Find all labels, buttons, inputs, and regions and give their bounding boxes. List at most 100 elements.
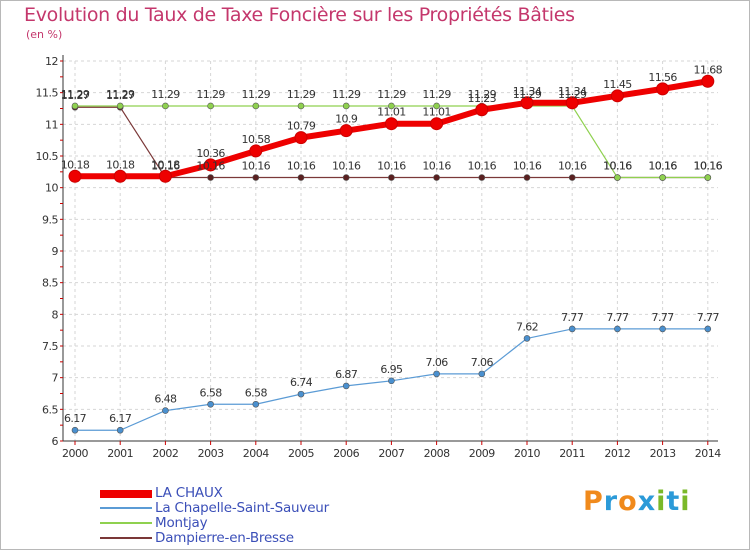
data-label: 10.9 (335, 113, 358, 126)
data-label: 7.77 (697, 311, 720, 324)
proxiti-logo: Proxiti (583, 486, 691, 517)
data-label: 10.16 (558, 160, 587, 173)
data-label: 10.18 (61, 158, 90, 171)
data-point (71, 102, 79, 110)
data-point (162, 102, 169, 110)
x-tick-label: 2002 (152, 447, 178, 460)
x-tick-label: 2013 (650, 447, 676, 460)
logo-letter: o (618, 486, 638, 517)
data-point (701, 74, 715, 88)
data-point (388, 377, 395, 385)
data-label: 10.18 (106, 158, 135, 171)
x-tick-label: 2011 (559, 447, 585, 460)
legend-swatch-dampierre (100, 537, 152, 539)
data-point (297, 390, 305, 398)
x-tick-label: 2008 (424, 447, 450, 460)
data-label: 11.29 (61, 88, 90, 101)
data-label: 11.68 (694, 63, 723, 76)
data-label: 10.16 (196, 160, 225, 173)
data-point (704, 174, 712, 181)
x-tick-label: 2004 (243, 447, 269, 460)
data-label: 7.62 (516, 320, 538, 333)
data-label: 10.16 (287, 160, 316, 173)
data-label: 11.34 (513, 85, 542, 98)
data-point (475, 103, 489, 117)
data-point (614, 174, 621, 181)
legend-label-dampierre: Dampierre-en-Bresse (155, 530, 294, 546)
data-label: 11.56 (648, 71, 677, 84)
data-label: 6.58 (245, 386, 268, 399)
data-label: 11.45 (603, 78, 632, 91)
x-tick-label: 2012 (604, 447, 630, 460)
data-point (384, 117, 398, 131)
data-label: 11.29 (332, 88, 361, 101)
data-point (158, 169, 172, 183)
x-tick-label: 2000 (62, 447, 88, 460)
data-label: 11.29 (558, 88, 587, 101)
data-point (68, 169, 82, 183)
data-label: 11.29 (242, 88, 271, 101)
data-label: 7.77 (606, 311, 629, 324)
data-label: 11.29 (422, 88, 451, 101)
x-tick-label: 2005 (288, 447, 314, 460)
data-label: 10.16 (513, 160, 542, 173)
data-point (478, 370, 486, 378)
data-label: 6.17 (64, 412, 87, 425)
data-point (523, 174, 531, 181)
data-point (614, 325, 621, 333)
data-point (659, 174, 666, 181)
y-tick-label: 6.5 (42, 403, 58, 416)
data-point (478, 174, 486, 181)
data-label: 10.36 (196, 147, 225, 160)
data-label: 11.29 (513, 88, 542, 101)
legend-swatch-la-chapelle (100, 507, 152, 509)
logo-letter: P (583, 486, 604, 517)
data-point (252, 174, 260, 181)
y-tick-label: 11.5 (36, 87, 59, 100)
data-label: 10.16 (377, 160, 406, 173)
legend-label-la-chaux: LA CHAUX (155, 485, 223, 501)
data-point (207, 174, 214, 181)
data-label: 11.01 (377, 106, 406, 119)
data-label: 10.16 (242, 160, 271, 173)
data-label: 10.16 (603, 160, 632, 173)
x-tick-label: 2010 (514, 447, 540, 460)
data-label: 11.01 (422, 106, 451, 119)
x-tick-label: 2001 (107, 447, 133, 460)
data-label: 10.16 (603, 160, 632, 173)
data-label: 10.18 (151, 158, 180, 171)
data-point (113, 169, 127, 183)
y-tick-label: 8.5 (42, 277, 58, 290)
data-point (433, 370, 440, 378)
data-label: 11.29 (106, 88, 135, 101)
data-label: 7.06 (471, 356, 494, 369)
data-label: 11.27 (61, 89, 90, 102)
data-label: 10.16 (648, 160, 677, 173)
data-point (204, 158, 218, 172)
y-tick-label: 9.5 (42, 213, 58, 226)
data-label: 10.16 (468, 160, 497, 173)
data-label: 6.17 (109, 412, 132, 425)
y-tick-label: 6 (52, 435, 59, 448)
data-point (252, 400, 260, 408)
data-point (388, 174, 395, 181)
logo-letter: x (637, 486, 657, 517)
data-point (207, 102, 214, 110)
y-tick-label: 9 (52, 245, 59, 258)
data-label: 7.06 (426, 356, 449, 369)
y-tick-label: 12 (45, 55, 58, 68)
data-label: 11.29 (196, 88, 225, 101)
data-label: 11.27 (106, 89, 135, 102)
data-point (252, 102, 260, 110)
data-label: 6.48 (154, 393, 177, 406)
data-point (339, 124, 353, 138)
x-tick-label: 2006 (333, 447, 359, 460)
data-point (388, 102, 395, 110)
data-label: 10.79 (287, 120, 316, 133)
data-label: 10.16 (422, 160, 451, 173)
y-tick-label: 7 (52, 372, 59, 385)
data-label: 7.77 (561, 311, 584, 324)
data-point (116, 426, 124, 434)
chart-title: Evolution du Taux de Taxe Foncière sur l… (24, 4, 575, 26)
